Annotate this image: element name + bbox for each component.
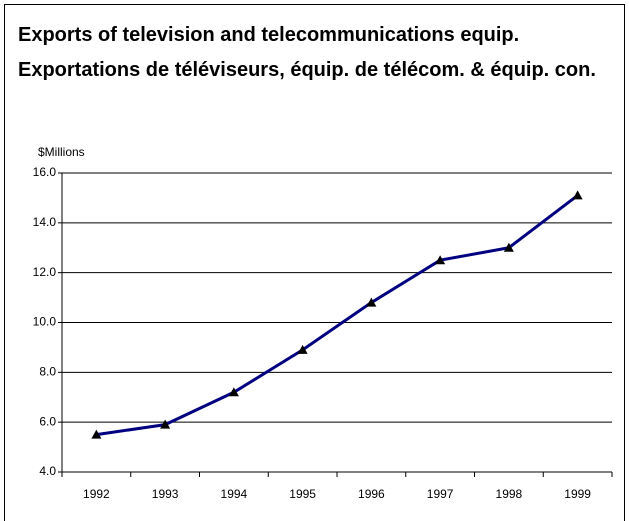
y-tick-label: 16.0 [33, 165, 57, 179]
x-tick-label: 1994 [221, 487, 248, 501]
marker [297, 344, 308, 354]
marker [435, 255, 446, 265]
x-tick-label: 1992 [83, 487, 110, 501]
x-tick-label: 1995 [289, 487, 316, 501]
marker [572, 190, 583, 200]
marker [228, 387, 239, 397]
y-tick-label: 4.0 [39, 464, 56, 478]
x-tick-label: 1996 [358, 487, 385, 501]
titles: Exports of television and telecommunicat… [18, 18, 613, 88]
marker [91, 429, 102, 439]
marker [160, 419, 171, 429]
y-tick-label: 12.0 [33, 265, 57, 279]
y-axis-label: $Millions [38, 145, 85, 159]
y-tick-label: 6.0 [39, 414, 56, 428]
x-tick-label: 1997 [427, 487, 454, 501]
frame [4, 4, 625, 521]
y-tick-label: 14.0 [33, 215, 57, 229]
chart-subtitle: Exportations de téléviseurs, équip. de t… [18, 59, 596, 81]
y-tick-label: 10.0 [33, 315, 57, 329]
x-tick-label: 1999 [564, 487, 591, 501]
y-tick-label: 8.0 [39, 365, 56, 379]
marker [366, 297, 377, 307]
series-line [96, 194, 579, 437]
marker [503, 242, 514, 252]
x-tick-label: 1998 [496, 487, 523, 501]
chart-title: Exports of television and telecommunicat… [18, 24, 520, 46]
x-tick-label: 1993 [152, 487, 179, 501]
